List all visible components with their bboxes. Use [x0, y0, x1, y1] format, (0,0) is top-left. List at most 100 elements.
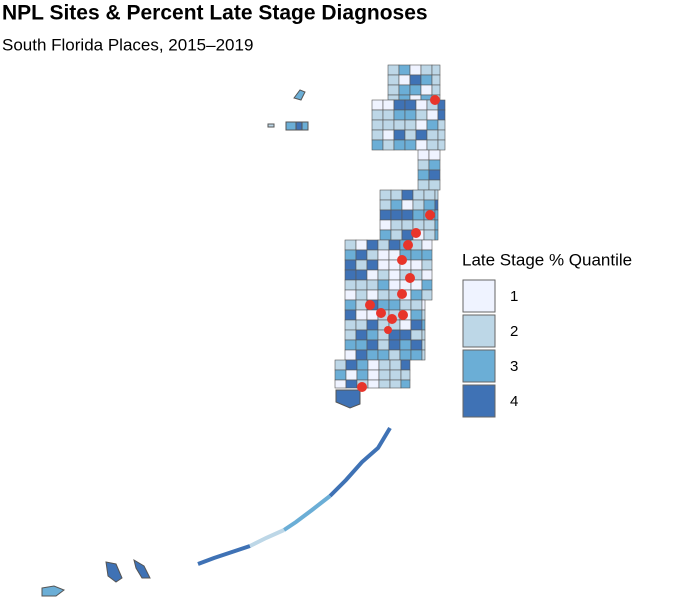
place: [355, 239, 368, 251]
place: [344, 239, 357, 251]
place: [371, 119, 384, 131]
place: [344, 309, 357, 321]
place: [377, 239, 390, 251]
place: [409, 94, 422, 101]
place: [377, 289, 390, 301]
place: [421, 349, 426, 361]
island: [335, 389, 361, 409]
place: [437, 119, 446, 131]
place: [389, 379, 402, 389]
place: [431, 74, 441, 86]
place: [420, 74, 433, 86]
place: [355, 249, 368, 261]
place: [388, 299, 401, 311]
place: [390, 229, 403, 241]
place: [377, 249, 390, 261]
place: [344, 339, 357, 351]
place: [390, 199, 403, 211]
npl-site: [430, 95, 440, 105]
place: [393, 129, 406, 141]
place: [344, 349, 357, 361]
place: [389, 359, 402, 371]
legend-title: Late Stage % Quantile: [462, 250, 632, 269]
npl-site: [365, 300, 375, 310]
place: [378, 369, 391, 381]
place: [398, 94, 411, 101]
place: [345, 369, 358, 381]
place: [437, 109, 446, 121]
place: [410, 309, 423, 321]
place: [428, 179, 441, 191]
place: [377, 349, 390, 361]
legend-swatch: [462, 314, 496, 348]
place: [344, 279, 357, 291]
place: [344, 259, 357, 271]
place: [378, 359, 391, 371]
place: [415, 129, 428, 141]
keys: [197, 426, 392, 566]
place: [426, 119, 439, 131]
place: [421, 299, 426, 311]
place: [426, 129, 439, 141]
island: [105, 561, 123, 583]
place: [377, 269, 390, 281]
place: [355, 309, 368, 321]
place: [399, 319, 412, 331]
place: [434, 209, 439, 221]
place: [434, 199, 439, 211]
place: [390, 189, 403, 201]
place: [410, 249, 423, 261]
place: [401, 219, 414, 231]
place: [412, 199, 425, 211]
place: [415, 139, 428, 151]
legend: 1 2 3 4: [462, 279, 518, 418]
place: [400, 359, 411, 371]
npl-site: [397, 255, 407, 265]
place: [401, 189, 414, 201]
place: [421, 329, 426, 341]
place: [382, 119, 395, 131]
place: [366, 259, 379, 271]
place: [334, 379, 347, 389]
place: [426, 139, 439, 151]
place: [366, 329, 379, 341]
place: [399, 329, 412, 341]
place: [401, 199, 414, 211]
place: [417, 169, 430, 181]
npl-site: [357, 382, 367, 392]
place: [409, 84, 422, 96]
place: [344, 249, 357, 261]
key-chain: [282, 494, 332, 532]
place: [345, 379, 358, 389]
place: [334, 359, 347, 371]
place: [387, 84, 400, 96]
place: [389, 369, 402, 381]
island: [267, 123, 275, 128]
place: [412, 189, 425, 201]
place: [356, 369, 369, 381]
place: [423, 199, 436, 211]
place: [377, 279, 390, 291]
place: [366, 349, 379, 361]
npl-site: [387, 314, 397, 324]
place: [382, 129, 395, 141]
place: [355, 349, 368, 361]
place: [379, 209, 392, 221]
key-chain: [328, 426, 392, 498]
legend-swatch: [462, 349, 496, 383]
npl-site: [403, 240, 413, 250]
place: [415, 109, 428, 121]
island: [293, 89, 306, 101]
place: [388, 349, 401, 361]
place: [377, 339, 390, 351]
place-polygons: [334, 64, 446, 389]
place: [367, 359, 380, 371]
place: [415, 99, 428, 111]
place: [421, 269, 433, 281]
legend-swatch: [462, 384, 496, 418]
place: [371, 109, 384, 121]
place: [410, 329, 423, 341]
place: [417, 149, 430, 161]
place: [344, 319, 357, 331]
place: [412, 209, 425, 221]
